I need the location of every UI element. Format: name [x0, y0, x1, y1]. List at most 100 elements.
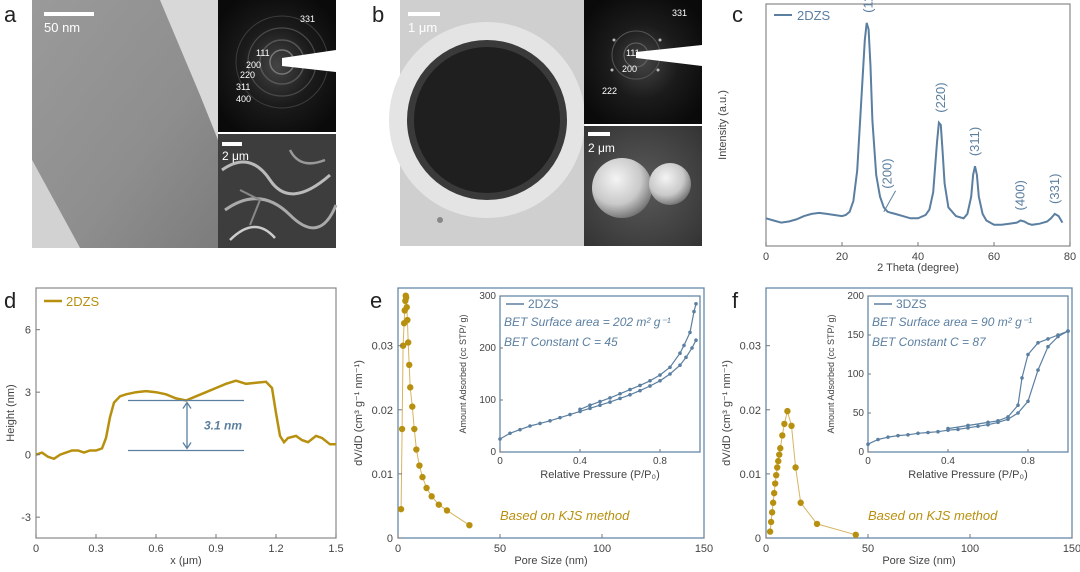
adsorption-point-f-9 — [956, 427, 960, 432]
inset-x-tick-label-f-2: 0.8 — [1021, 456, 1035, 467]
x-tick-label-d-5: 1.5 — [328, 543, 343, 555]
desorption-point-f-0 — [1066, 329, 1070, 333]
x-tick-label-f-1: 50 — [862, 543, 874, 555]
adsorption-point-f-15 — [1016, 411, 1020, 415]
pore-point-e-7 — [402, 294, 410, 301]
x-tick-label-d-2: 0.6 — [148, 543, 163, 555]
adsorption-point-f-0 — [866, 442, 870, 447]
x-tick-label-d-4: 1.2 — [268, 543, 283, 555]
beam-stop-a — [282, 50, 336, 72]
y-tick-label-e-1: 0.01 — [372, 469, 393, 481]
plot-frame-d — [35, 287, 337, 539]
adsorption-point-f-3 — [896, 433, 900, 438]
desorption-point-f-2 — [1046, 337, 1050, 341]
pore-point-f-17 — [813, 520, 821, 528]
x-axis-label-e: Pore Size (nm) — [514, 555, 587, 567]
inset-y-tick-label-f-4: 200 — [847, 291, 864, 302]
desorption-point-e-5 — [668, 365, 672, 370]
inset-x-tick-label-e-1: 0.4 — [573, 456, 587, 467]
ring-label-b-222: 222 — [602, 86, 617, 96]
desorption-point-e-2 — [688, 330, 692, 335]
legend-label-c: 2DZS — [797, 8, 831, 23]
peak-arrow-200 — [883, 190, 897, 213]
scale-label-b: 1 μm — [408, 20, 437, 35]
y-tick-label-e-2: 0.02 — [372, 405, 393, 417]
panel-a: a 50 nm 331 111 200 220 311 400 — [4, 0, 338, 248]
tem-image-a: 50 nm — [32, 0, 218, 248]
adsorption-point-e-21 — [694, 338, 698, 343]
y-axis-label-c: Intensity (a.u.) — [717, 90, 729, 160]
y-axis-label-d: Height (nm) — [5, 384, 17, 441]
inset-y-tick-label-e-3: 300 — [479, 291, 496, 302]
desorption-point-f-5 — [1020, 376, 1024, 380]
y-tick-label-f-1: 0.01 — [740, 469, 761, 481]
y-axis-label-e: dV/dD (cm³ g⁻¹ nm⁻¹) — [353, 360, 365, 466]
inset-y-tick-label-e-2: 200 — [479, 343, 496, 354]
afm-profile-line — [35, 379, 336, 461]
pore-point-e-21 — [443, 507, 451, 514]
pore-point-e-16 — [416, 462, 423, 469]
desorption-point-e-4 — [678, 351, 682, 356]
x-tick-label-c-3: 60 — [988, 251, 1000, 263]
y-tick-label-f-2: 0.02 — [740, 405, 761, 417]
pore-point-e-17 — [419, 473, 426, 481]
desorption-point-e-12 — [598, 399, 602, 404]
y-tick-label-f-0: 0 — [755, 533, 761, 545]
inset-x-tick-label-f-1: 0.4 — [941, 456, 955, 467]
height-arrow-head-top — [182, 401, 192, 409]
xrd-chart: c 0 20 40 60 80 2 Theta (degree) Intensity (a.… — [717, 0, 1076, 274]
desorption-point-f-1 — [1056, 333, 1060, 337]
scale-label-a: 50 nm — [44, 20, 80, 35]
pore-point-f-13 — [784, 407, 791, 415]
bet-constant-f: BET Constant C = 87 — [872, 335, 987, 349]
ring-label-b-111: 111 — [626, 48, 640, 58]
inset-y-tick-label-f-1: 50 — [853, 408, 865, 419]
peak-label-5: (331) — [1047, 174, 1062, 204]
desorption-point-e-3 — [682, 343, 686, 348]
pore-size-chart-e: e 0 50 100 150 0 0.01 0.02 0.03 Pore Size (nm) dV… — [353, 287, 713, 567]
desorption-point-e-14 — [578, 407, 582, 412]
adsorption-point-e-3 — [528, 424, 532, 428]
pore-point-f-9 — [776, 451, 783, 458]
desorption-point-f-9 — [986, 420, 990, 425]
adsorption-point-e-19 — [684, 355, 688, 360]
adsorption-point-f-7 — [936, 429, 940, 434]
adsorption-point-e-6 — [558, 415, 562, 420]
inset-legend-e: 2DZS — [528, 297, 559, 311]
pore-point-f-11 — [779, 432, 786, 439]
desorption-point-e-8 — [638, 383, 642, 388]
adsorption-point-e-10 — [598, 403, 602, 408]
desorption-point-f-8 — [996, 419, 1000, 423]
desorption-point-f-10 — [966, 423, 970, 428]
x-tick-label-c-1: 20 — [836, 251, 848, 263]
panel-label-f: f — [732, 288, 739, 313]
pore-point-f-14 — [788, 422, 795, 430]
inset-y-tick-label-f-3: 150 — [847, 330, 864, 341]
y-tick-label-d-1: 0 — [25, 450, 31, 462]
plot-frame-f — [765, 287, 1073, 539]
adsorption-point-e-12 — [618, 396, 622, 401]
adsorption-point-e-0 — [498, 437, 502, 441]
desorption-point-f-11 — [946, 426, 950, 431]
adsorption-point-e-4 — [538, 421, 542, 426]
x-tick-label-d-3: 0.9 — [208, 543, 223, 555]
y-axis-label-f: dV/dD (cm³ g⁻¹ nm⁻¹) — [721, 360, 733, 466]
desorption-point-f-4 — [1026, 352, 1030, 357]
pore-point-f-1 — [767, 518, 775, 526]
x-tick-label-e-0: 0 — [395, 543, 401, 555]
y-tick-label-d-2: 3 — [25, 387, 31, 399]
desorption-point-e-0 — [694, 302, 698, 306]
ring-label-a-111: 111 — [256, 48, 270, 58]
adsorption-point-e-17 — [668, 372, 672, 376]
x-axis-label-f: Pore Size (nm) — [882, 555, 955, 567]
inset-frame-e — [499, 295, 701, 453]
adsorption-point-e-9 — [588, 406, 592, 411]
ring-label-b-200: 200 — [622, 64, 637, 74]
pore-point-e-9 — [404, 316, 411, 324]
pore-point-e-20 — [435, 501, 442, 508]
adsorption-point-f-5 — [916, 431, 920, 436]
y-tick-label-d-0: -3 — [21, 512, 31, 524]
desorption-point-f-6 — [1016, 403, 1020, 408]
scale-label-b-sem: 2 μm — [588, 141, 615, 155]
